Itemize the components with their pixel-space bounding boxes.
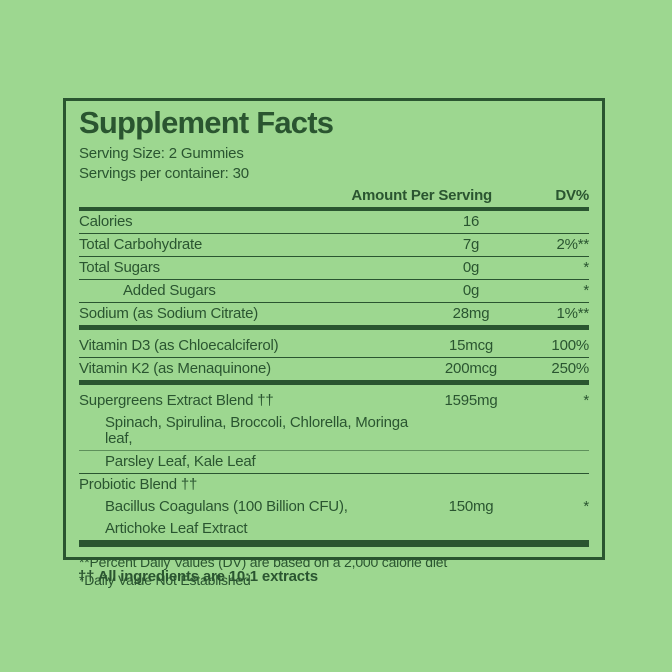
fact-row: Added Sugars 0g * bbox=[79, 280, 589, 303]
row-label: Added Sugars bbox=[123, 281, 216, 299]
column-header-row: Amount Per Serving DV% bbox=[79, 187, 589, 207]
row-label: Supergreens Extract Blend †† bbox=[79, 391, 274, 409]
fact-row: Total Carbohydrate 7g 2%** bbox=[79, 234, 589, 257]
row-label: Bacillus Coagulans (100 Billion CFU), bbox=[105, 497, 348, 515]
fact-row: Probiotic Blend †† bbox=[79, 474, 589, 496]
row-label: Probiotic Blend †† bbox=[79, 475, 198, 493]
fact-row: Spinach, Spirulina, Broccoli, Chlorella,… bbox=[79, 412, 589, 451]
row-label: Calories bbox=[79, 212, 133, 230]
row-dv: 100% bbox=[551, 336, 589, 354]
servings-per-container: Servings per container: 30 bbox=[79, 164, 249, 182]
supplement-facts-panel: Supplement Facts Serving Size: 2 Gummies… bbox=[63, 98, 605, 588]
column-header-amount: Amount Per Serving bbox=[351, 186, 492, 204]
fact-row: Calories 16 bbox=[79, 211, 589, 234]
fact-row: Artichoke Leaf Extract bbox=[79, 518, 589, 547]
column-header-dv: DV% bbox=[555, 186, 589, 204]
serving-size: Serving Size: 2 Gummies bbox=[79, 144, 244, 162]
row-dv: 2%** bbox=[556, 235, 589, 253]
row-label: Total Carbohydrate bbox=[79, 235, 203, 253]
fact-row: Parsley Leaf, Kale Leaf bbox=[79, 451, 589, 474]
extracts-note: †† All ingredients are 10:1 extracts bbox=[78, 568, 318, 585]
row-dv: * bbox=[583, 281, 589, 299]
footnotes: **Percent Daily Values (DV) are based on… bbox=[79, 553, 589, 589]
facts-rows: Calories 16 Total Carbohydrate 7g 2%** Total … bbox=[79, 211, 589, 547]
row-amount: 0g bbox=[462, 281, 480, 299]
fact-row: Bacillus Coagulans (100 Billion CFU), 150… bbox=[79, 496, 589, 518]
row-dv: 1%** bbox=[556, 304, 589, 322]
row-dv: 250% bbox=[551, 359, 589, 377]
row-label: Total Sugars bbox=[79, 258, 160, 276]
row-label: Spinach, Spirulina, Broccoli, Chlorella,… bbox=[105, 413, 409, 447]
row-amount: 28mg bbox=[452, 304, 490, 322]
panel-title: Supplement Facts bbox=[79, 105, 334, 140]
fact-row: Supergreens Extract Blend †† 1595mg * bbox=[79, 385, 589, 412]
header-separator-bar bbox=[79, 206, 589, 211]
row-label: Parsley Leaf, Kale Leaf bbox=[105, 452, 256, 470]
row-dv: * bbox=[583, 391, 589, 409]
row-amount: 150mg bbox=[448, 497, 494, 515]
row-label: Artichoke Leaf Extract bbox=[105, 519, 248, 537]
fact-row: Sodium (as Sodium Citrate) 28mg 1%** bbox=[79, 303, 589, 330]
row-amount: 200mcg bbox=[444, 359, 498, 377]
row-label: Vitamin D3 (as Chloecalciferol) bbox=[79, 336, 279, 354]
row-amount: 1595mg bbox=[444, 391, 498, 409]
footnote-dv-not-established: *Daily Value Not Established bbox=[79, 571, 251, 588]
row-amount: 7g bbox=[462, 235, 480, 253]
row-dv: * bbox=[583, 497, 589, 515]
row-amount: 15mcg bbox=[448, 336, 494, 354]
row-amount: 16 bbox=[462, 212, 480, 230]
fact-row: Total Sugars 0g * bbox=[79, 257, 589, 280]
fact-row: Vitamin K2 (as Menaquinone) 200mcg 250% bbox=[79, 358, 589, 385]
row-dv: * bbox=[583, 258, 589, 276]
row-label: Sodium (as Sodium Citrate) bbox=[79, 304, 259, 322]
row-label: Vitamin K2 (as Menaquinone) bbox=[79, 359, 271, 377]
footnote-daily-values: **Percent Daily Values (DV) are based on… bbox=[79, 553, 448, 570]
fact-row: Vitamin D3 (as Chloecalciferol) 15mcg 100% bbox=[79, 330, 589, 358]
row-amount: 0g bbox=[462, 258, 480, 276]
